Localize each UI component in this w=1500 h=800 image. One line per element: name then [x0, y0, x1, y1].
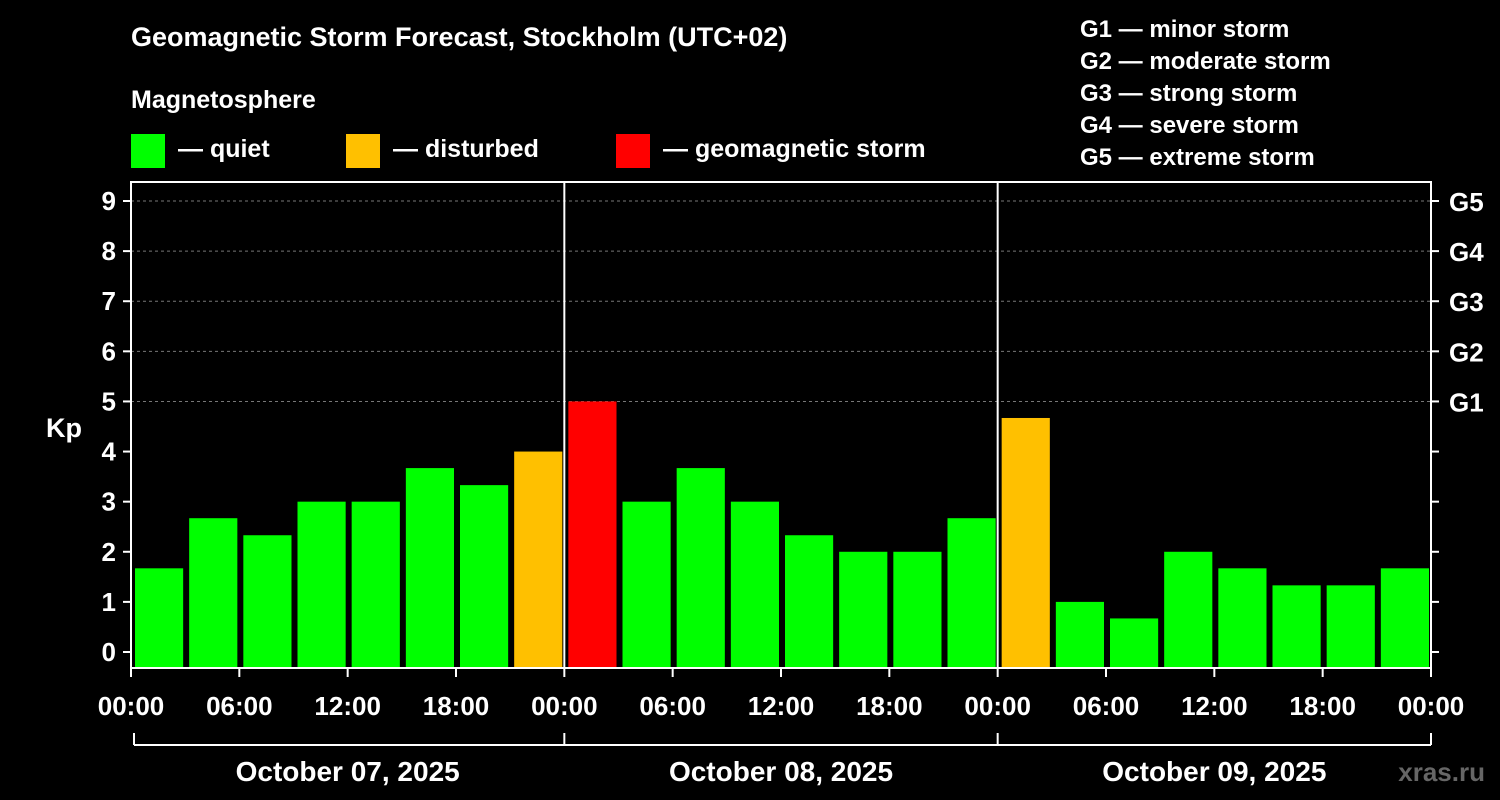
y-tick-label: 0 [102, 637, 116, 667]
legend-disturbed-swatch [346, 134, 380, 168]
kp-bar [730, 501, 779, 668]
y-tick-label: 1 [102, 587, 116, 617]
magnetosphere-heading: Magnetosphere [131, 86, 316, 114]
x-tick-label: 18:00 [423, 691, 490, 721]
g-level-label: G4 [1449, 237, 1484, 267]
watermark: xras.ru [1398, 757, 1485, 787]
y-tick-label: 9 [102, 186, 116, 216]
kp-bar [839, 551, 888, 668]
x-tick-label: 00:00 [964, 691, 1031, 721]
kp-bar [1110, 618, 1159, 668]
kp-bar [1218, 568, 1267, 668]
y-tick-label: 4 [102, 437, 117, 467]
kp-bar [135, 568, 184, 668]
g-level-label: G1 [1449, 387, 1484, 417]
y-tick-label: 2 [102, 537, 116, 567]
x-tick-label: 12:00 [314, 691, 381, 721]
g-level-label: G3 [1449, 287, 1484, 317]
kp-bar [405, 468, 454, 668]
kp-bar [676, 468, 725, 668]
x-tick-label: 06:00 [1073, 691, 1140, 721]
date-label: October 08, 2025 [669, 756, 893, 787]
date-label: October 07, 2025 [236, 756, 460, 787]
kp-bar [351, 501, 400, 668]
g-level-label: G2 [1449, 337, 1484, 367]
kp-bar [460, 485, 509, 668]
legend-storm-swatch [616, 134, 650, 168]
x-tick-label: 00:00 [98, 691, 165, 721]
g-scale-g2: G2 — moderate storm [1080, 48, 1331, 75]
g-level-label: G5 [1449, 187, 1484, 217]
kp-bar [947, 518, 996, 668]
kp-bar [1380, 568, 1429, 668]
legend-quiet-label: — quiet [178, 135, 270, 163]
kp-bar [243, 535, 292, 668]
kp-bar [514, 451, 563, 668]
date-label: October 09, 2025 [1102, 756, 1326, 787]
x-tick-label: 06:00 [639, 691, 706, 721]
legend-quiet-swatch [131, 134, 165, 168]
x-tick-label: 00:00 [1398, 691, 1465, 721]
kp-bar [1001, 417, 1050, 668]
kp-bar [1055, 601, 1104, 668]
y-tick-label: 5 [102, 386, 116, 416]
kp-bar [893, 551, 942, 668]
kp-bar [1272, 585, 1321, 668]
g-scale-g1: G1 — minor storm [1080, 16, 1290, 43]
g-scale-g3: G3 — strong storm [1080, 80, 1298, 107]
kp-bar [189, 518, 238, 668]
y-tick-label: 7 [102, 286, 116, 316]
y-axis-label: Kp [46, 413, 82, 443]
kp-bar [568, 401, 617, 668]
g-scale-g4: G4 — severe storm [1080, 112, 1299, 139]
x-tick-label: 18:00 [856, 691, 923, 721]
g-scale-legend: G1 — minor storm G2 — moderate storm G3 … [1080, 14, 1331, 174]
kp-bar [785, 535, 834, 668]
g-scale-g5: G5 — extreme storm [1080, 144, 1315, 171]
kp-bar [297, 501, 346, 668]
y-tick-label: 6 [102, 336, 116, 366]
kp-bar [1164, 551, 1213, 668]
kp-bar [622, 501, 671, 668]
x-tick-label: 12:00 [1181, 691, 1248, 721]
y-tick-label: 3 [102, 487, 116, 517]
chart-title: Geomagnetic Storm Forecast, Stockholm (U… [131, 22, 788, 52]
x-tick-label: 12:00 [748, 691, 815, 721]
legend-disturbed-label: — disturbed [393, 135, 539, 163]
kp-bar [1326, 585, 1375, 668]
x-tick-label: 00:00 [531, 691, 598, 721]
legend-storm-label: — geomagnetic storm [663, 135, 926, 163]
y-tick-label: 8 [102, 236, 116, 266]
x-tick-label: 18:00 [1289, 691, 1356, 721]
x-tick-label: 06:00 [206, 691, 273, 721]
